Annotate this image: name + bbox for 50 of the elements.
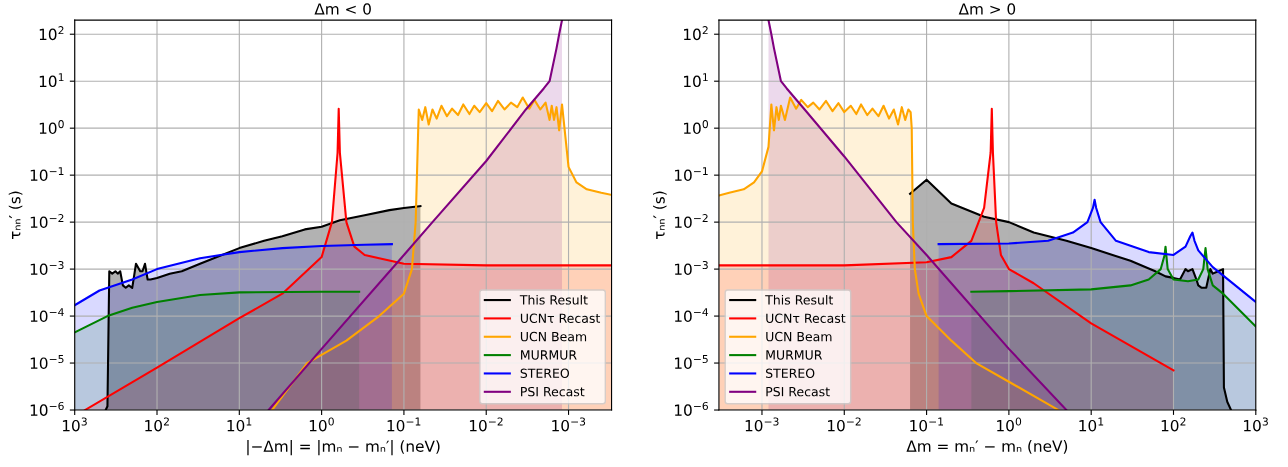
y-tick-label: 10$^{−3}$ — [30, 261, 64, 275]
legend-label: UCNτ Recast — [520, 313, 601, 323]
x-tick-label: 10$^{−3}$ — [552, 417, 586, 432]
y-tick-label: 10$^{−2}$ — [674, 214, 708, 229]
legend-label: PSI Recast — [766, 386, 830, 397]
y-tick-label: 10$^{0}$ — [39, 120, 64, 135]
x-tick-label: 10$^{2}$ — [145, 417, 169, 432]
legend-label: MURMUR — [521, 350, 577, 360]
y-tick-label: 10$^{−3}$ — [674, 261, 708, 275]
y-tick-label: 10$^{−4}$ — [674, 308, 709, 322]
x-axis-title: |−Δm| = |mₙ − mₙ′| (neV) — [247, 440, 440, 456]
x-tick-label: 10$^{3}$ — [62, 417, 87, 432]
y-axis-title: τₙₙ′ (s) — [652, 191, 667, 240]
x-tick-label: 10$^{−3}$ — [745, 417, 779, 432]
x-tick-label: 10$^{−2}$ — [828, 417, 861, 432]
legend-label: PSI Recast — [521, 386, 585, 397]
x-tick-label: 10$^{0}$ — [997, 417, 1022, 432]
legend-label: STEREO — [520, 368, 570, 379]
chart-title: Δm > 0 — [958, 3, 1016, 15]
y-tick-label: 10$^{−1}$ — [30, 167, 64, 182]
y-tick-label: 10$^{−5}$ — [674, 355, 708, 369]
y-tick-label: 10$^{2}$ — [39, 26, 64, 41]
legend-label: This Result — [519, 294, 588, 305]
y-tick-label: 10$^{1}$ — [39, 73, 64, 88]
x-tick-label: 10$^{1}$ — [1079, 417, 1104, 432]
x-axis-title: Δm = mₙ′ − mₙ (neV) — [906, 440, 1068, 454]
y-tick-label: 10$^{2}$ — [684, 26, 708, 41]
y-tick-label: 10$^{−6}$ — [30, 401, 64, 416]
legend-label: MURMUR — [766, 350, 823, 360]
y-tick-label: 10$^{−4}$ — [30, 308, 64, 322]
y-tick-label: 10$^{−5}$ — [30, 355, 64, 369]
legend-label: UCN Beam — [520, 331, 587, 342]
x-tick-label: 10$^{0}$ — [309, 417, 334, 432]
legend-label: STEREO — [766, 368, 815, 379]
y-axis-title: τₙₙ′ (s) — [8, 191, 23, 240]
chart-title: Δm < 0 — [314, 3, 371, 15]
legend-label: UCN Beam — [766, 331, 832, 342]
x-tick-label: 10$^{2}$ — [1161, 417, 1186, 432]
x-tick-label: 10$^{−1}$ — [387, 417, 421, 432]
y-tick-label: 10$^{−1}$ — [674, 167, 708, 182]
x-tick-label: 10$^{3}$ — [1244, 417, 1268, 432]
x-tick-label: 10$^{−2}$ — [469, 417, 503, 432]
y-tick-label: 10$^{−2}$ — [30, 214, 64, 229]
legend-label: UCNτ Recast — [766, 313, 846, 323]
legend-label: This Result — [765, 294, 834, 305]
x-tick-label: 10$^{−1}$ — [910, 417, 943, 432]
y-tick-label: 10$^{1}$ — [684, 73, 708, 88]
y-tick-label: 10$^{0}$ — [684, 120, 709, 135]
x-tick-label: 10$^{1}$ — [227, 417, 252, 432]
y-tick-label: 10$^{−6}$ — [674, 401, 708, 416]
